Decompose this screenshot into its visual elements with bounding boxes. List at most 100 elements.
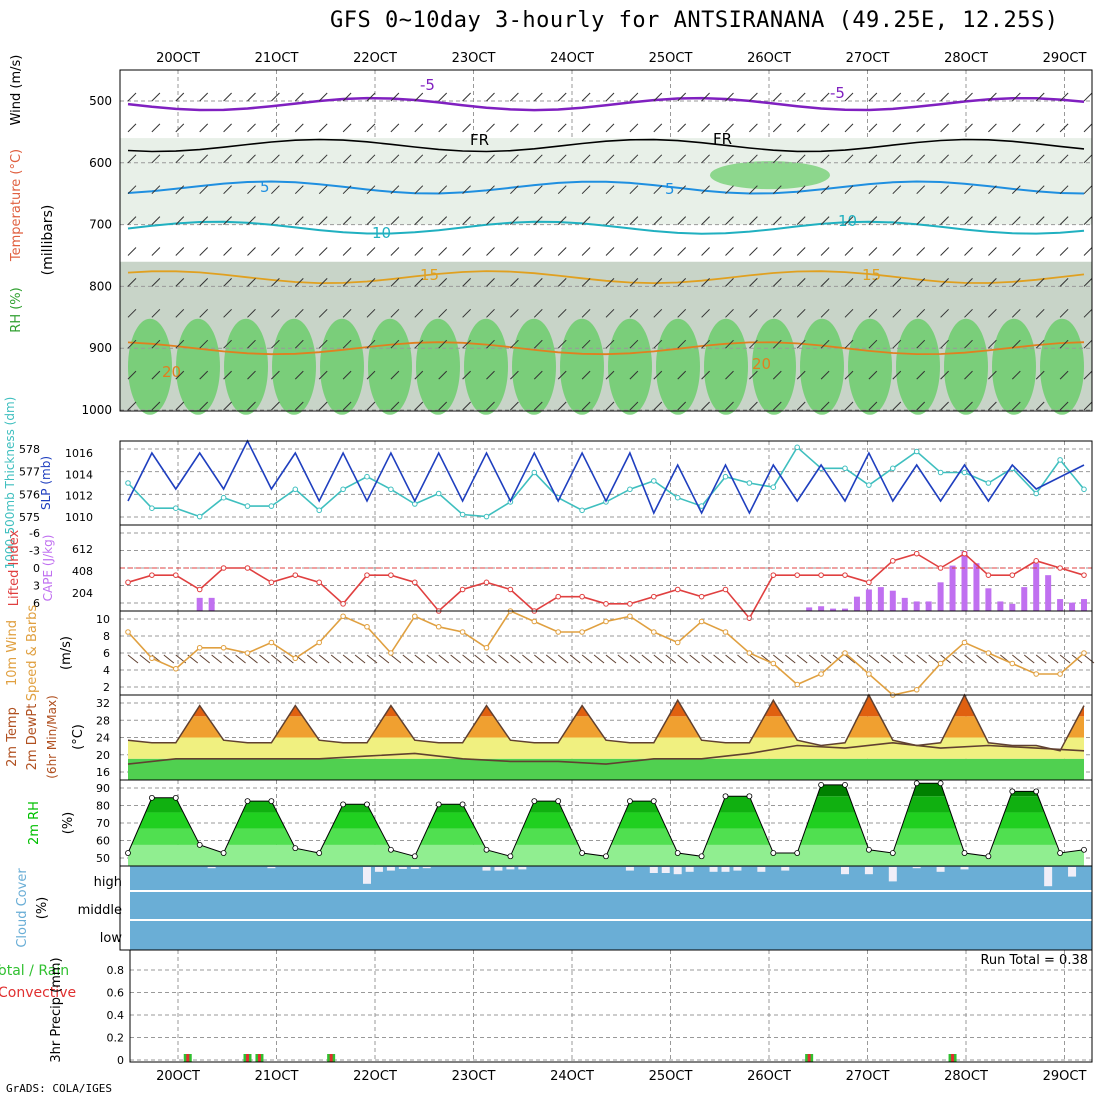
wind-barb — [749, 123, 758, 133]
wind-barb — [725, 123, 734, 133]
cloud-gap-bar — [625, 867, 634, 871]
wind-barb — [151, 185, 161, 195]
wind-barb — [1035, 154, 1045, 164]
tick-label: 1016 — [65, 447, 93, 460]
panel-label: 2m Temp — [5, 707, 20, 767]
wind-barb — [916, 654, 928, 664]
wind-barb — [940, 216, 949, 225]
lifted-index-point — [794, 572, 801, 578]
rh-band — [128, 812, 1084, 829]
wind-barb — [271, 123, 280, 133]
wind-barb — [223, 308, 232, 318]
wind-barb — [199, 216, 209, 225]
panel-label: SLP (mb) — [39, 456, 53, 510]
wind-speed-point — [913, 686, 920, 693]
wind-barb — [175, 185, 185, 195]
wind-barb — [271, 185, 280, 195]
wind-barb — [1011, 401, 1021, 411]
wind-barb — [904, 654, 916, 664]
lifted-index-point — [937, 565, 944, 571]
thickness-point — [340, 486, 346, 493]
rh-point — [579, 850, 585, 856]
wind-barb — [605, 216, 615, 225]
wind-barb — [784, 654, 796, 664]
lifted-index-point — [316, 579, 323, 586]
panel-label: (°C) — [71, 724, 86, 750]
wind-barb — [581, 654, 593, 664]
panel-label: (%) — [35, 897, 50, 920]
lifted-index-point — [507, 586, 514, 593]
wind-barb — [605, 308, 615, 318]
rh-shading-mid — [120, 261, 1092, 410]
wind-barb — [820, 216, 830, 225]
thickness-point — [794, 444, 801, 451]
lifted-index-point — [292, 572, 299, 578]
wind-speed-point — [674, 639, 681, 646]
contour-label: 20 — [752, 355, 771, 373]
wind-speed-point — [818, 671, 824, 677]
wind-barb — [486, 370, 495, 380]
wind-barb — [940, 154, 949, 164]
wind-barb — [247, 308, 256, 318]
wind-barb — [916, 370, 926, 380]
wind-barb — [318, 247, 328, 256]
thickness-point — [1057, 457, 1063, 463]
wind-barb — [928, 654, 939, 664]
wind-barb — [916, 185, 926, 195]
thickness-point — [651, 478, 657, 484]
rh-point — [722, 793, 729, 800]
wind-barb — [772, 247, 782, 256]
wind-barb — [1011, 308, 1021, 318]
wind-barb — [796, 216, 806, 225]
wind-barb — [533, 123, 543, 133]
wind-barb — [940, 185, 949, 195]
cloud-gap-bar — [482, 867, 491, 871]
wind-barb — [1059, 401, 1069, 411]
wind-barb — [175, 247, 185, 256]
wind-barb — [533, 247, 543, 256]
wind-barb — [689, 654, 700, 664]
wind-barb — [964, 92, 973, 102]
wind-barb — [892, 339, 902, 349]
wind-barb — [581, 185, 591, 195]
wind-barb — [390, 308, 400, 318]
wind-barb — [820, 654, 832, 664]
wind-barb — [605, 401, 615, 411]
wind-barb — [988, 370, 997, 380]
lifted-index-point — [913, 550, 920, 557]
lifted-index-point — [866, 579, 872, 586]
wind-barb — [701, 247, 710, 256]
rh-point — [842, 781, 848, 788]
wind-barb — [510, 370, 519, 380]
wind-barb — [725, 154, 734, 164]
wind-barb — [701, 92, 710, 102]
tick-label: 50 — [96, 852, 110, 865]
wind-barb — [1059, 339, 1069, 349]
wind-barb — [199, 154, 209, 164]
wind-barb — [916, 308, 926, 318]
cloud-gap-bar — [649, 867, 658, 873]
wind-barb — [438, 370, 448, 380]
wind-barb — [510, 278, 519, 287]
wind-barb — [1011, 654, 1023, 664]
wind-barb — [247, 216, 256, 225]
wind-barb — [964, 216, 973, 225]
wind-barb — [426, 654, 438, 664]
wind-barb — [725, 278, 734, 287]
cape-bar — [1069, 602, 1076, 611]
wind-speed-point — [125, 629, 131, 635]
lifted-index-point — [196, 586, 203, 593]
wind-barb — [820, 339, 830, 349]
wind-speed-point — [937, 660, 944, 667]
wind-barb — [1059, 154, 1069, 164]
wind-speed-point — [196, 644, 203, 651]
tick-label: 16 — [96, 766, 110, 779]
wind-barb — [462, 308, 471, 318]
lifted-index-point — [603, 601, 609, 607]
rh-point — [148, 794, 155, 801]
thickness-point — [913, 448, 920, 455]
precip-conv-bar — [807, 1054, 811, 1062]
wind-barb — [820, 278, 830, 287]
wind-barb — [1035, 216, 1045, 225]
